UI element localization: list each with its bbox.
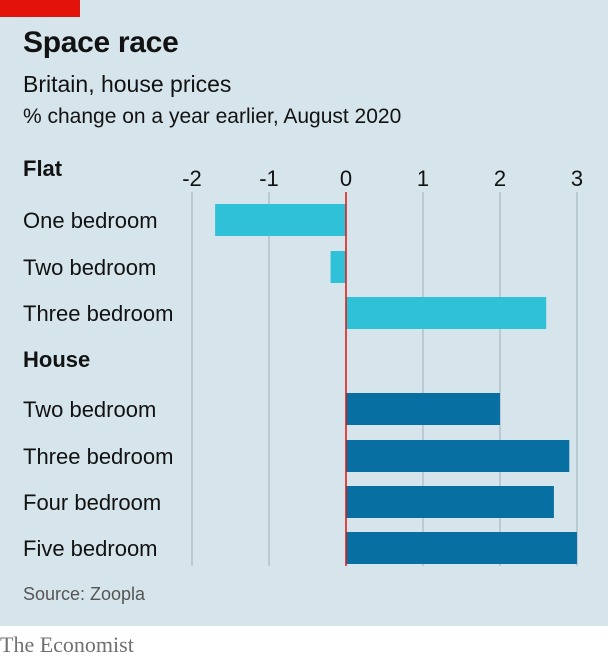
x-tick-label: 2 — [494, 166, 506, 191]
category-label: Two bedroom — [23, 255, 156, 280]
group-label: Flat — [23, 156, 63, 181]
bar — [346, 532, 577, 564]
category-label: Two bedroom — [23, 397, 156, 422]
x-tick-label: -1 — [259, 166, 279, 191]
x-tick-label: 0 — [340, 166, 352, 191]
bar — [215, 204, 346, 236]
category-label: Three bedroom — [23, 444, 173, 469]
chart-title: Space race — [23, 26, 179, 59]
bar — [346, 393, 500, 425]
chart-unit-label: % change on a year earlier, August 2020 — [23, 105, 402, 128]
x-tick-label: 3 — [571, 166, 583, 191]
brand-accent-tag — [0, 0, 80, 17]
bar — [330, 251, 346, 283]
bar-chart: -2 -1 0 1 2 3 Flat One bedroom Two bedroom Three … — [23, 156, 583, 566]
x-tick-label: -2 — [182, 166, 202, 191]
category-label: Four bedroom — [23, 490, 161, 515]
group-label: House — [23, 347, 90, 372]
bar — [346, 486, 554, 518]
source-note: Source: Zoopla — [23, 584, 146, 604]
chart-subtitle: Britain, house prices — [23, 71, 232, 97]
x-tick-label: 1 — [417, 166, 429, 191]
bar — [346, 297, 547, 329]
bar — [346, 440, 570, 472]
category-label: One bedroom — [23, 208, 158, 233]
publisher-logo: The Economist — [0, 632, 134, 657]
category-label: Three bedroom — [23, 301, 173, 326]
category-label: Five bedroom — [23, 536, 158, 561]
